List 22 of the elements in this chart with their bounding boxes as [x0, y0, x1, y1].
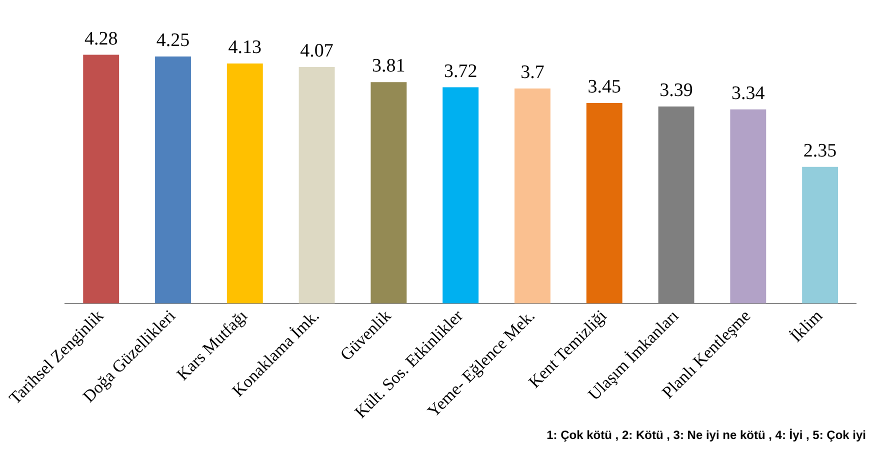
text: 1: Çok kötü , 2: Kötü , 3: Ne iyi ne kötü , 4: İyi , 5: Çok iyi	[546, 428, 866, 442]
data-label: 3.39	[660, 80, 693, 101]
data-label: 3.34	[732, 82, 766, 104]
bar	[442, 87, 479, 304]
data-label: 4.07	[300, 40, 334, 62]
data-label: 4.13	[228, 36, 262, 58]
bar	[586, 102, 622, 304]
bar	[802, 166, 838, 304]
data-label: 4.25	[156, 30, 190, 52]
data-label: 4.28	[84, 28, 118, 50]
data-label: 3.81	[372, 56, 406, 77]
data-label: 3.72	[444, 60, 478, 82]
bar	[370, 82, 407, 304]
bar	[298, 66, 335, 304]
bar	[155, 56, 191, 304]
bar	[514, 88, 550, 304]
data-label: 2.35	[803, 140, 837, 162]
bar	[730, 109, 766, 304]
bar	[226, 63, 263, 304]
data-label: 3.45	[588, 76, 621, 98]
bar	[83, 54, 120, 304]
data-label: 3.7	[520, 62, 544, 83]
